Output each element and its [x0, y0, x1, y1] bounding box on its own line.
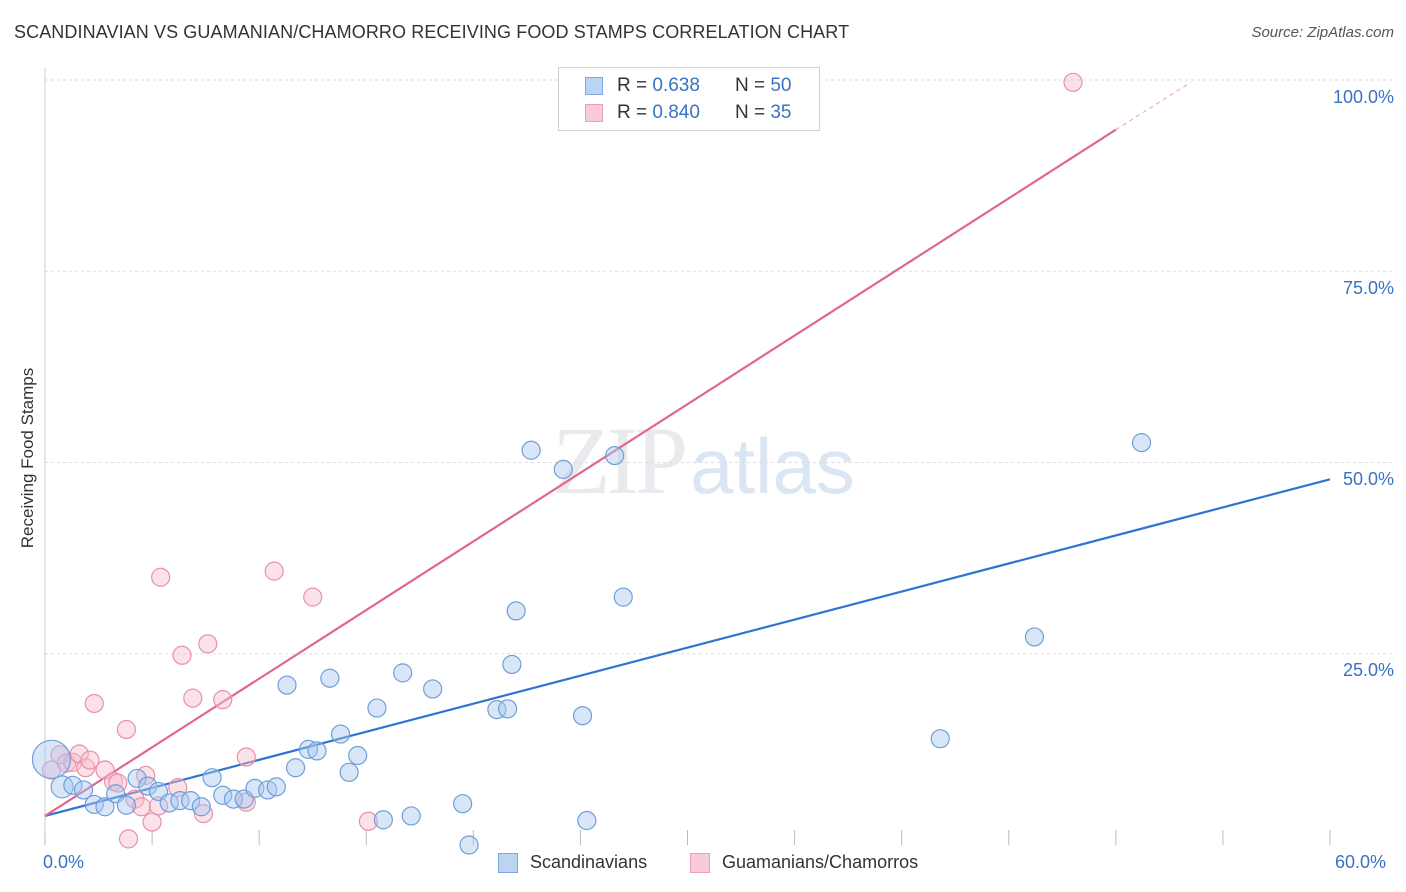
- data-point-scandinavians-23: [285, 758, 306, 778]
- legend-r-value: 0.840: [652, 102, 700, 123]
- legend-n-value: 50: [770, 75, 792, 96]
- data-point-scandinavians-30: [367, 698, 387, 718]
- data-point-guamanians-24: [213, 690, 233, 710]
- data-point-scandinavians-38: [498, 699, 518, 719]
- y-tick-label-25: 25.0%: [1342, 660, 1394, 680]
- data-point-scandinavians-46: [613, 587, 633, 607]
- data-point-scandinavians-14: [191, 797, 211, 817]
- data-point-guamanians-23: [198, 634, 218, 654]
- data-point-scandinavians-26: [320, 668, 340, 688]
- bottom-legend-swatch-pink: [690, 852, 710, 873]
- x-tick-label-max: 60.0%: [1335, 852, 1387, 872]
- data-point-guamanians-14: [131, 797, 151, 817]
- data-point-scandinavians-13: [181, 791, 201, 811]
- data-point-scandinavians-16: [213, 785, 233, 805]
- trend-layer: [44, 81, 1331, 817]
- data-point-scandinavians-34: [423, 679, 443, 699]
- legend-swatch-pink: [585, 104, 603, 122]
- data-point-scandinavians-7: [116, 795, 136, 815]
- legend-r-label: R =: [617, 102, 648, 123]
- trend-line-extension: [1115, 81, 1192, 131]
- data-point-scandinavians-3: [73, 780, 94, 800]
- trend-line-guamanians: [44, 128, 1117, 817]
- chart-source: Source: ZipAtlas.com: [1251, 24, 1394, 41]
- data-point-guamanians-11: [116, 719, 136, 740]
- data-point-scandinavians-44: [577, 810, 597, 831]
- data-point-guamanians-6: [80, 750, 100, 770]
- grid-layer: [45, 79, 1392, 655]
- axis-layer: [44, 68, 1331, 845]
- data-point-guamanians-12: [118, 829, 139, 849]
- data-point-guamanians-20: [172, 645, 192, 665]
- data-point-scandinavians-21: [266, 777, 286, 797]
- data-point-scandinavians-0: [31, 739, 72, 779]
- data-point-scandinavians-9: [138, 776, 158, 796]
- legend-n-label: N =: [734, 102, 766, 123]
- data-point-scandinavians-29: [348, 745, 368, 766]
- x-tick-label-min: 0.0%: [43, 852, 85, 872]
- data-point-guamanians-22: [193, 804, 214, 824]
- data-point-scandinavians-28: [339, 762, 359, 782]
- bottom-legend-label: Scandinavians: [530, 852, 648, 872]
- bottom-legend-label: Guamanians/Chamorros: [722, 852, 919, 872]
- data-point-scandinavians-27: [330, 724, 351, 744]
- data-point-scandinavians-2: [63, 775, 83, 795]
- data-point-scandinavians-12: [170, 791, 190, 811]
- data-point-guamanians-28: [303, 587, 323, 607]
- data-point-scandinavians-25: [307, 741, 327, 761]
- data-point-guamanians-18: [151, 567, 171, 587]
- data-point-guamanians-7: [84, 693, 104, 714]
- data-point-scandinavians-45: [605, 446, 625, 466]
- data-point-scandinavians-41: [521, 440, 541, 460]
- chart-title: SCANDINAVIAN VS GUAMANIAN/CHAMORRO RECEI…: [14, 22, 850, 42]
- data-point-scandinavians-36: [459, 835, 479, 855]
- data-point-guamanians-21: [183, 688, 203, 708]
- data-point-scandinavians-32: [393, 663, 413, 683]
- data-point-scandinavians-22: [277, 675, 297, 695]
- legend-row-guamanians: R = 0.840 N = 35: [585, 100, 791, 126]
- data-point-scandinavians-43: [572, 706, 593, 726]
- data-point-scandinavians-49: [1131, 433, 1152, 453]
- y-tick-label-75: 75.0%: [1342, 278, 1394, 298]
- y-tick-label-100: 100.0%: [1332, 87, 1394, 107]
- data-point-guamanians-27: [264, 561, 284, 581]
- data-point-scandinavians-8: [127, 768, 147, 789]
- bottom-legend-scandinavians: Scandinavians: [498, 852, 647, 873]
- data-point-scandinavians-31: [373, 810, 393, 830]
- legend-r-label: R =: [617, 75, 648, 96]
- data-point-scandinavians-42: [553, 459, 573, 479]
- trend-line-scandinavians: [44, 478, 1331, 817]
- legend-n-value: 35: [770, 102, 792, 123]
- bottom-legend-swatch-blue: [498, 852, 518, 873]
- data-point-scandinavians-39: [502, 654, 522, 675]
- data-point-scandinavians-33: [401, 806, 421, 826]
- data-point-guamanians-30: [1063, 72, 1083, 92]
- legend-swatch-blue: [585, 77, 603, 95]
- data-point-scandinavians-35: [453, 794, 473, 814]
- y-axis-label: Receiving Food Stamps: [18, 367, 37, 549]
- data-point-guamanians-17: [148, 796, 169, 816]
- stats-legend: R = 0.638 N = 50 R = 0.840 N = 35: [558, 67, 820, 131]
- bottom-legend-guamanians: Guamanians/Chamorros: [690, 852, 918, 873]
- data-point-scandinavians-17: [223, 789, 244, 809]
- data-point-guamanians-29: [358, 811, 378, 831]
- data-point-scandinavians-5: [95, 797, 115, 817]
- data-point-guamanians-26: [236, 747, 256, 767]
- y-tick-label-50: 50.0%: [1342, 469, 1394, 489]
- data-point-scandinavians-47: [930, 729, 950, 749]
- data-point-scandinavians-37: [487, 699, 507, 720]
- points-layer: [31, 72, 1152, 855]
- data-point-guamanians-16: [142, 812, 162, 832]
- legend-r-value: 0.638: [652, 75, 700, 96]
- data-point-scandinavians-40: [506, 601, 526, 621]
- legend-n-label: N =: [734, 75, 766, 96]
- data-point-scandinavians-15: [202, 768, 222, 788]
- legend-row-scandinavians: R = 0.638 N = 50: [585, 73, 791, 99]
- data-point-scandinavians-48: [1024, 627, 1045, 647]
